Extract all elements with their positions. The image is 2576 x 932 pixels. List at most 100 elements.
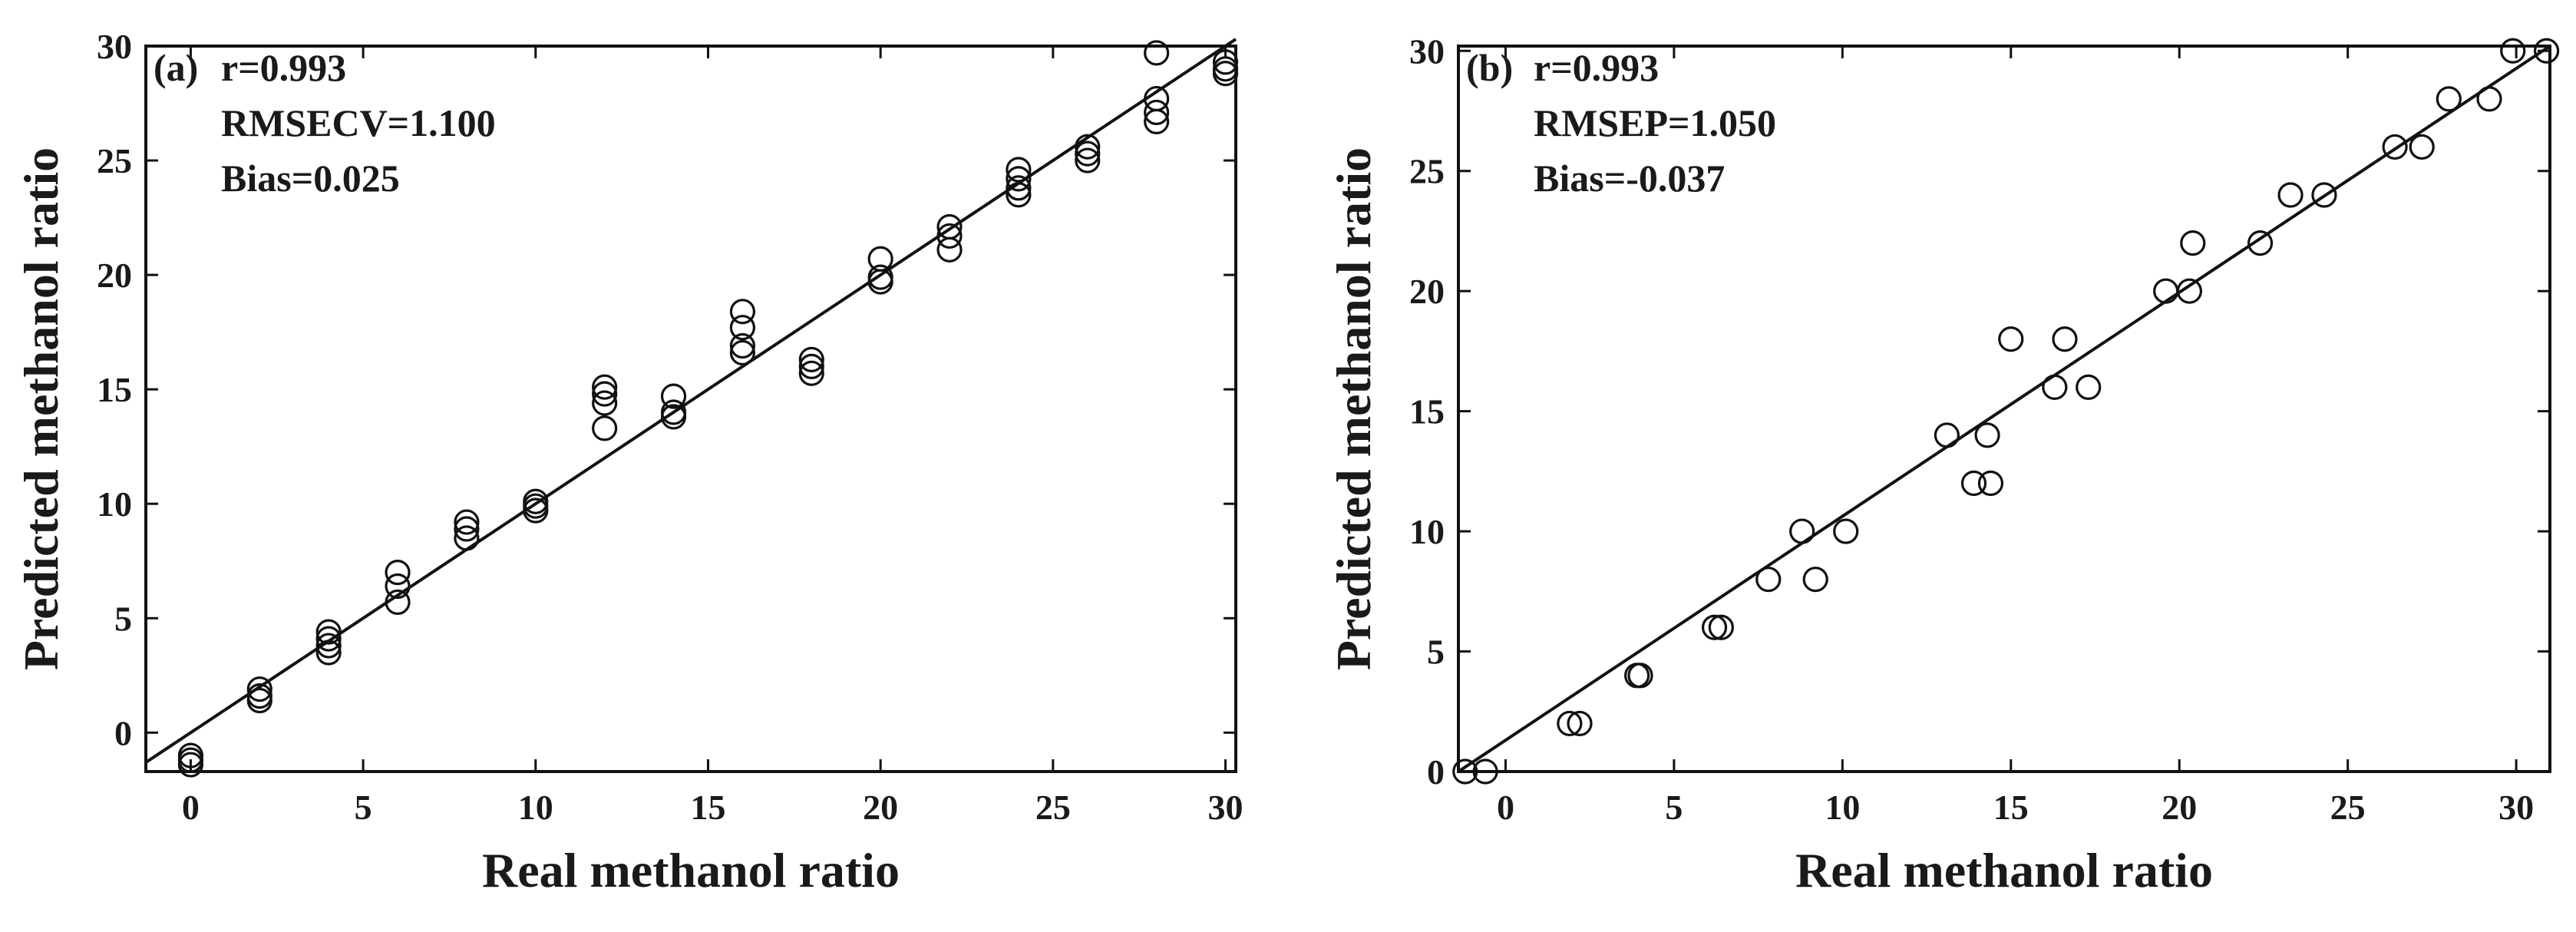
- panel-b-ticks: 0 5 10 15 20 25 30 0 5 10 15 20 25 30: [1409, 31, 2550, 827]
- data-point: [1960, 470, 1987, 497]
- data-point: [2247, 230, 2274, 256]
- panel-a-annotation-rmse: RMSECV=1.100: [221, 101, 496, 144]
- y-tick-label: 0: [114, 713, 132, 752]
- x-tick-label: 5: [355, 788, 372, 827]
- data-point: [592, 415, 618, 441]
- y-tick-label: 25: [97, 141, 132, 180]
- data-point: [1789, 518, 1815, 544]
- data-point: [2476, 86, 2502, 112]
- data-point: [798, 353, 824, 379]
- data-point: [867, 269, 893, 295]
- data-point: [1567, 710, 1593, 737]
- data-point: [729, 299, 756, 325]
- data-point: [177, 752, 204, 778]
- data-point: [592, 374, 618, 400]
- data-point: [523, 497, 549, 524]
- panel-b: 0 5 10 15 20 25 30 0 5 10 15 20 25 30 (b) r=0.993 RMS…: [1326, 31, 2560, 897]
- y-tick-label: 25: [1409, 152, 1445, 191]
- panel-a-annotation-bias: Bias=0.025: [221, 157, 400, 200]
- data-point: [246, 676, 272, 702]
- data-point: [1934, 422, 1960, 448]
- panel-a-fit-line: [144, 38, 1237, 764]
- data-point: [1075, 147, 1101, 174]
- y-tick-label: 30: [97, 27, 132, 66]
- data-point: [315, 633, 342, 659]
- data-point: [660, 404, 687, 430]
- data-point: [2436, 86, 2462, 112]
- data-point: [798, 360, 824, 386]
- data-point: [1006, 175, 1032, 201]
- data-point: [936, 236, 963, 263]
- panel-b-points: [1452, 38, 2560, 785]
- y-tick-label: 20: [97, 256, 132, 295]
- x-tick-label: 20: [2162, 788, 2197, 827]
- x-tick-label: 10: [518, 788, 553, 827]
- data-point: [1974, 422, 2000, 448]
- data-point: [1006, 157, 1032, 183]
- data-point: [729, 332, 756, 359]
- data-point: [1998, 326, 2024, 352]
- data-point: [729, 339, 756, 366]
- y-tick-label: 15: [97, 370, 132, 409]
- data-point: [1006, 166, 1032, 192]
- data-point: [2311, 182, 2337, 208]
- data-point: [592, 390, 618, 416]
- data-point: [2534, 38, 2560, 64]
- data-point: [2176, 278, 2202, 304]
- panel-a-label: (a): [154, 46, 198, 89]
- panel-b-y-axis-label: Predicted methanol ratio: [1326, 147, 1381, 670]
- data-point: [246, 687, 272, 714]
- y-tick-label: 10: [1409, 512, 1445, 551]
- data-point: [1557, 710, 1583, 737]
- data-point: [385, 560, 411, 586]
- data-point: [385, 573, 411, 600]
- data-point: [454, 516, 480, 542]
- data-point: [2153, 278, 2179, 304]
- data-point: [1144, 108, 1170, 134]
- data-point: [315, 619, 342, 645]
- panel-b-annotation-rmse: RMSEP=1.050: [1534, 101, 1776, 144]
- data-point: [2382, 134, 2408, 160]
- x-tick-label: 20: [863, 788, 898, 827]
- panel-a-y-axis-label: Predicted methanol ratio: [14, 147, 68, 670]
- data-point: [592, 381, 618, 407]
- x-tick-label: 25: [1035, 788, 1071, 827]
- x-tick-label: 5: [1665, 788, 1683, 827]
- data-point: [729, 315, 756, 341]
- data-point: [1075, 134, 1101, 160]
- panel-b-annotation-r: r=0.993: [1534, 46, 1659, 89]
- panel-b-fit-line: [1457, 45, 2551, 773]
- panel-a-annotation-r: r=0.993: [221, 46, 346, 89]
- x-tick-label: 0: [1497, 788, 1514, 827]
- data-point: [2500, 38, 2526, 64]
- panel-a-x-axis-label: Real methanol ratio: [482, 843, 900, 897]
- y-tick-label: 15: [1409, 392, 1445, 431]
- x-tick-label: 10: [1825, 788, 1860, 827]
- panel-b-annotation-bias: Bias=-0.037: [1534, 157, 1725, 200]
- data-point: [798, 346, 824, 373]
- data-point: [454, 509, 480, 535]
- y-tick-label: 20: [1409, 272, 1445, 311]
- data-point: [315, 626, 342, 652]
- y-tick-label: 5: [1427, 633, 1445, 672]
- data-point: [1755, 567, 1782, 593]
- panel-b-x-axis-label: Real methanol ratio: [1795, 843, 2213, 897]
- data-point: [660, 383, 687, 409]
- panel-a: 0 5 10 15 20 25 30 0 5 10 15 20 25 30 (a) r=0.993 RMS…: [14, 27, 1243, 897]
- x-tick-label: 30: [1208, 788, 1243, 827]
- panel-b-label: (b): [1466, 46, 1513, 89]
- data-point: [2180, 230, 2206, 256]
- data-point: [315, 640, 342, 666]
- panel-b-frame: [1457, 45, 2551, 773]
- data-point: [1802, 567, 1828, 593]
- panel-a-points: [177, 40, 1239, 778]
- data-point: [1006, 182, 1032, 208]
- data-point: [1708, 614, 1734, 640]
- x-tick-label: 30: [2498, 788, 2534, 827]
- data-point: [1075, 140, 1101, 167]
- data-point: [1144, 40, 1170, 66]
- data-point: [1144, 99, 1170, 126]
- panel-a-ticks: 0 5 10 15 20 25 30 0 5 10 15 20 25 30: [97, 27, 1243, 827]
- x-tick-label: 25: [2330, 788, 2366, 827]
